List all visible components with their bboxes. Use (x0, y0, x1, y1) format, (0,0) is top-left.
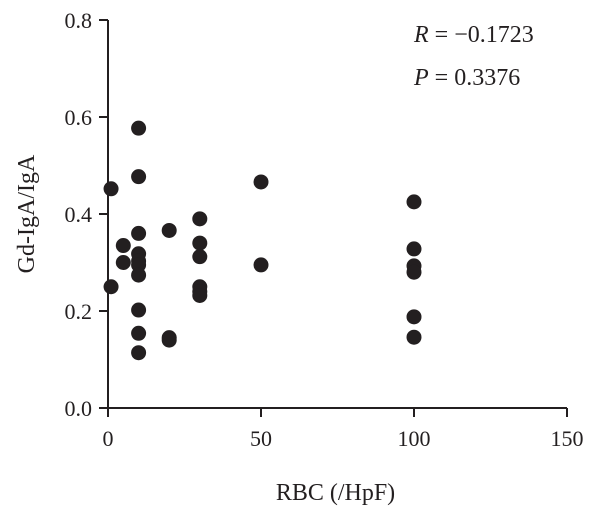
data-point (103, 279, 119, 295)
p-statistic-annotation: P = 0.3376 (413, 65, 520, 91)
data-point (103, 181, 119, 197)
y-tick-label: 0.0 (65, 396, 93, 421)
data-point (192, 249, 208, 265)
data-point (406, 194, 422, 210)
data-point (406, 241, 422, 257)
data-point (406, 329, 422, 345)
x-axis-title: RBC (/HpF) (276, 480, 395, 506)
data-point (161, 222, 177, 238)
data-point (131, 120, 147, 136)
x-tick-label: 50 (250, 426, 272, 451)
data-point (253, 174, 269, 190)
y-tick-label: 0.8 (65, 8, 93, 33)
p-label: P (413, 65, 429, 91)
r-label: R (413, 22, 429, 48)
data-point (192, 287, 208, 303)
data-point (406, 264, 422, 280)
data-point (253, 257, 269, 273)
data-point (131, 325, 147, 341)
y-tick-label: 0.6 (65, 105, 93, 130)
data-point (115, 255, 131, 270)
data-point (131, 345, 147, 361)
r-value: = −0.1723 (429, 22, 534, 48)
data-point (131, 267, 147, 283)
x-tick-label: 150 (551, 426, 584, 451)
data-point (192, 235, 208, 251)
data-point (406, 309, 422, 325)
r-statistic-annotation: R = −0.1723 (413, 22, 534, 48)
x-tick-label: 100 (398, 426, 431, 451)
points-layer (103, 120, 422, 361)
data-point (161, 332, 177, 348)
axes-group: 0.0 0.2 0.4 0.6 0.8 0 50 100 150 (65, 8, 584, 451)
data-point (131, 302, 147, 318)
data-point (131, 169, 147, 185)
x-tick-label: 0 (103, 426, 114, 451)
p-value: = 0.3376 (429, 65, 521, 91)
data-point (131, 225, 147, 241)
y-tick-label: 0.2 (65, 299, 93, 324)
data-point (115, 238, 131, 254)
y-axis-title: Gd-IgA/IgA (14, 154, 40, 273)
data-point (192, 211, 208, 227)
y-tick-label: 0.4 (65, 202, 93, 227)
